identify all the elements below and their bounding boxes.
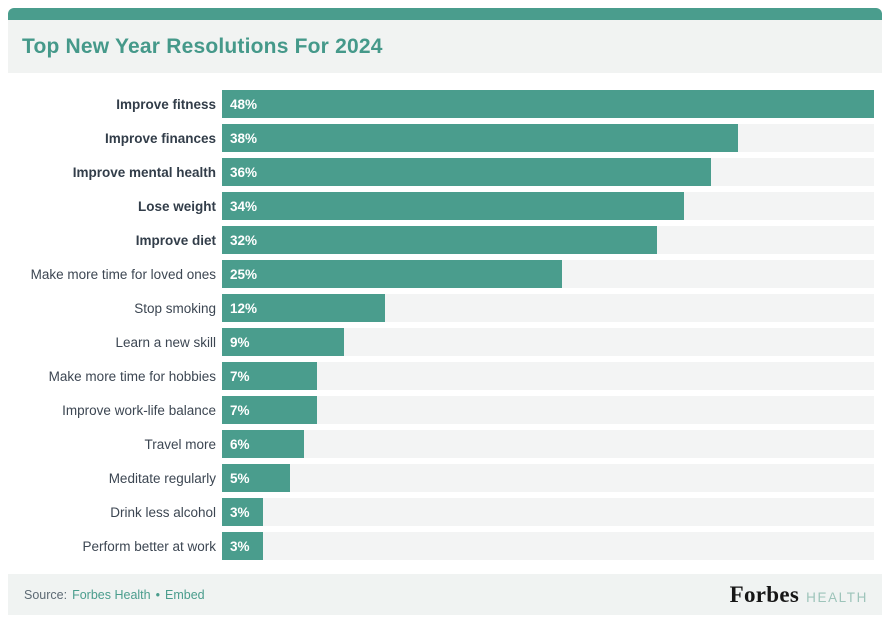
bar-label: Lose weight xyxy=(137,198,216,214)
bar-label: Perform better at work xyxy=(82,538,216,554)
bar-fill: 3% xyxy=(222,532,263,560)
bar-fill: 12% xyxy=(222,294,385,322)
bar-label: Travel more xyxy=(144,436,216,452)
bar-fill: 25% xyxy=(222,260,562,288)
embed-link[interactable]: Embed xyxy=(165,587,205,602)
bar-row: Improve work-life balance 7% xyxy=(8,396,882,424)
page-title: Top New Year Resolutions For 2024 xyxy=(22,34,383,58)
bar-row: Stop smoking 12% xyxy=(8,294,882,322)
bar-track: 5% xyxy=(222,464,874,492)
bar-fill: 7% xyxy=(222,396,318,424)
source-line: Source: Forbes Health • Embed xyxy=(24,588,205,602)
bar-row: Lose weight 34% xyxy=(8,192,882,220)
bar-fill: 9% xyxy=(222,328,345,356)
source-link[interactable]: Forbes Health xyxy=(72,587,151,602)
bar-value: 38% xyxy=(230,130,258,146)
bar-fill: 34% xyxy=(222,192,684,220)
bar-label: Make more time for hobbies xyxy=(48,368,216,384)
bar-row: Make more time for loved ones 25% xyxy=(8,260,882,288)
bar-label: Improve diet xyxy=(135,232,216,248)
bar-label: Meditate regularly xyxy=(108,470,216,486)
bar-row: Improve mental health 36% xyxy=(8,158,882,186)
bar-chart: Improve fitness 48% Improve finances 38% Imp… xyxy=(8,73,882,574)
bar-value: 36% xyxy=(230,164,258,180)
bar-track: 7% xyxy=(222,396,874,424)
bar-value: 48% xyxy=(230,96,258,112)
separator-dot: • xyxy=(155,587,160,602)
bar-label: Learn a new skill xyxy=(115,334,216,350)
bar-value: 3% xyxy=(230,504,250,520)
bar-value: 3% xyxy=(230,538,250,554)
bar-label: Improve finances xyxy=(104,130,216,146)
bar-track: 7% xyxy=(222,362,874,390)
bar-value: 25% xyxy=(230,266,258,282)
bar-label: Stop smoking xyxy=(134,300,216,316)
accent-strip xyxy=(8,8,882,20)
forbes-health-logo: Forbes HEALTH xyxy=(730,582,868,608)
bar-value: 34% xyxy=(230,198,258,214)
bar-value: 12% xyxy=(230,300,258,316)
bar-track: 32% xyxy=(222,226,874,254)
bar-fill: 5% xyxy=(222,464,290,492)
bar-fill: 32% xyxy=(222,226,657,254)
bar-row: Travel more 6% xyxy=(8,430,882,458)
bar-track: 3% xyxy=(222,498,874,526)
bar-row: Make more time for hobbies 7% xyxy=(8,362,882,390)
bar-row: Learn a new skill 9% xyxy=(8,328,882,356)
bar-row: Improve fitness 48% xyxy=(8,90,882,118)
bar-track: 9% xyxy=(222,328,874,356)
bar-track: 6% xyxy=(222,430,874,458)
bar-track: 25% xyxy=(222,260,874,288)
bar-fill: 7% xyxy=(222,362,318,390)
bar-row: Improve finances 38% xyxy=(8,124,882,152)
bar-value: 32% xyxy=(230,232,258,248)
bar-row: Meditate regularly 5% xyxy=(8,464,882,492)
bar-track: 38% xyxy=(222,124,874,152)
bar-track: 12% xyxy=(222,294,874,322)
bar-row: Improve diet 32% xyxy=(8,226,882,254)
bar-fill: 6% xyxy=(222,430,304,458)
bar-fill: 3% xyxy=(222,498,263,526)
bar-row: Drink less alcohol 3% xyxy=(8,498,882,526)
chart-card: Top New Year Resolutions For 2024 Improv… xyxy=(8,8,882,615)
bar-label: Improve mental health xyxy=(72,164,216,180)
bar-track: 34% xyxy=(222,192,874,220)
bar-track: 48% xyxy=(222,90,874,118)
bar-fill: 48% xyxy=(222,90,874,118)
bar-track: 36% xyxy=(222,158,874,186)
bar-track: 3% xyxy=(222,532,874,560)
footer: Source: Forbes Health • Embed Forbes HEA… xyxy=(8,574,882,615)
bar-label: Improve work-life balance xyxy=(62,402,216,418)
forbes-wordmark: Forbes xyxy=(729,581,800,607)
bar-value: 7% xyxy=(230,402,250,418)
health-wordmark: HEALTH xyxy=(806,589,868,605)
bar-value: 6% xyxy=(230,436,250,452)
bar-label: Make more time for loved ones xyxy=(30,266,216,282)
bar-fill: 38% xyxy=(222,124,739,152)
bar-label: Drink less alcohol xyxy=(110,504,216,520)
bar-row: Perform better at work 3% xyxy=(8,532,882,560)
chart-header: Top New Year Resolutions For 2024 xyxy=(8,20,882,73)
bar-value: 5% xyxy=(230,470,250,486)
bar-value: 7% xyxy=(230,368,250,384)
source-label: Source: xyxy=(24,587,68,602)
bar-label: Improve fitness xyxy=(116,96,216,112)
bar-value: 9% xyxy=(230,334,250,350)
bar-fill: 36% xyxy=(222,158,711,186)
